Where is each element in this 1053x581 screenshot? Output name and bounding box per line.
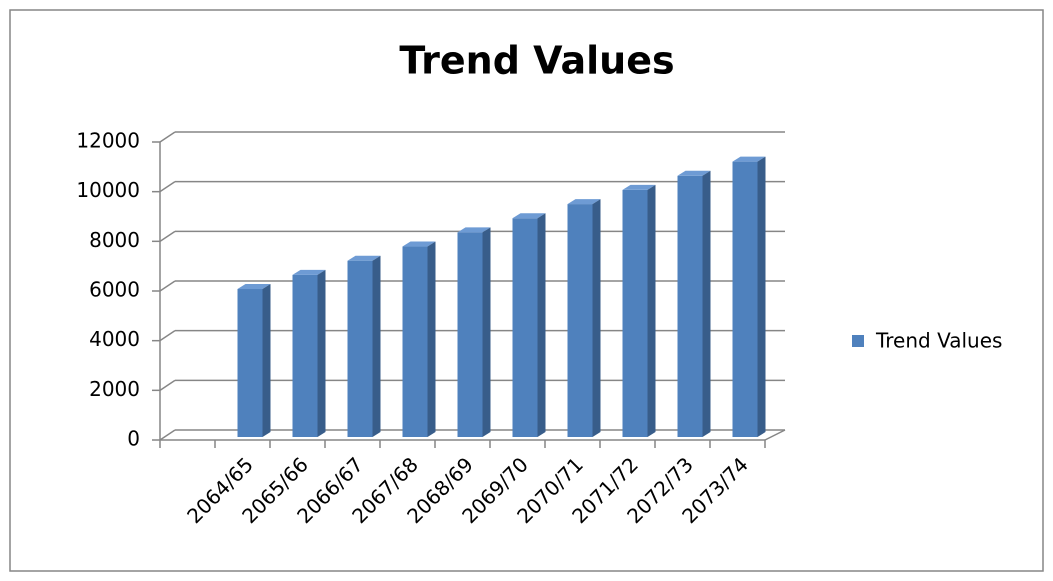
bar bbox=[622, 189, 648, 437]
bar bbox=[567, 204, 593, 437]
grid-line bbox=[159, 330, 176, 342]
bar-top bbox=[732, 156, 766, 162]
y-tick-label: 0 bbox=[127, 427, 140, 451]
y-tick-label: 8000 bbox=[89, 228, 140, 252]
floor-edge bbox=[764, 429, 786, 441]
bar bbox=[457, 232, 483, 437]
grid-line bbox=[159, 429, 176, 441]
bar-top bbox=[677, 170, 711, 176]
y-tick-label: 12000 bbox=[76, 129, 140, 153]
bar-top bbox=[457, 227, 491, 233]
grid-line bbox=[159, 230, 176, 242]
bar bbox=[402, 246, 428, 437]
bar-side bbox=[372, 255, 381, 437]
chart-title: Trend Values bbox=[399, 39, 674, 83]
bar bbox=[512, 218, 538, 437]
y-tick-label: 4000 bbox=[89, 327, 140, 351]
grid-line bbox=[159, 131, 176, 143]
y-tick-label: 6000 bbox=[89, 278, 140, 302]
bar bbox=[237, 289, 263, 437]
bar-side bbox=[427, 241, 436, 437]
bar-side bbox=[702, 170, 711, 438]
bar-side bbox=[317, 269, 326, 437]
bar bbox=[347, 260, 373, 437]
grid-line bbox=[159, 379, 176, 391]
bar-side bbox=[757, 156, 766, 437]
bar-top bbox=[512, 213, 546, 219]
grid-line bbox=[159, 280, 176, 292]
bar-side bbox=[262, 284, 271, 437]
legend-label: Trend Values bbox=[875, 329, 1002, 353]
bar-top bbox=[292, 269, 326, 275]
bar-top bbox=[237, 284, 271, 290]
y-tick-label: 10000 bbox=[76, 178, 140, 202]
bar-side bbox=[592, 199, 601, 437]
bar bbox=[677, 175, 703, 438]
grid-line bbox=[159, 181, 176, 193]
bar bbox=[292, 274, 318, 437]
bar bbox=[732, 161, 758, 437]
bar-top bbox=[622, 184, 656, 190]
bar-top bbox=[347, 255, 381, 261]
bar-side bbox=[647, 184, 656, 437]
bar-top bbox=[402, 241, 436, 247]
y-tick-label: 2000 bbox=[89, 377, 140, 401]
legend-swatch bbox=[852, 335, 864, 347]
bar-side bbox=[537, 213, 546, 437]
bar-top bbox=[567, 199, 601, 205]
bar-side bbox=[482, 227, 491, 437]
